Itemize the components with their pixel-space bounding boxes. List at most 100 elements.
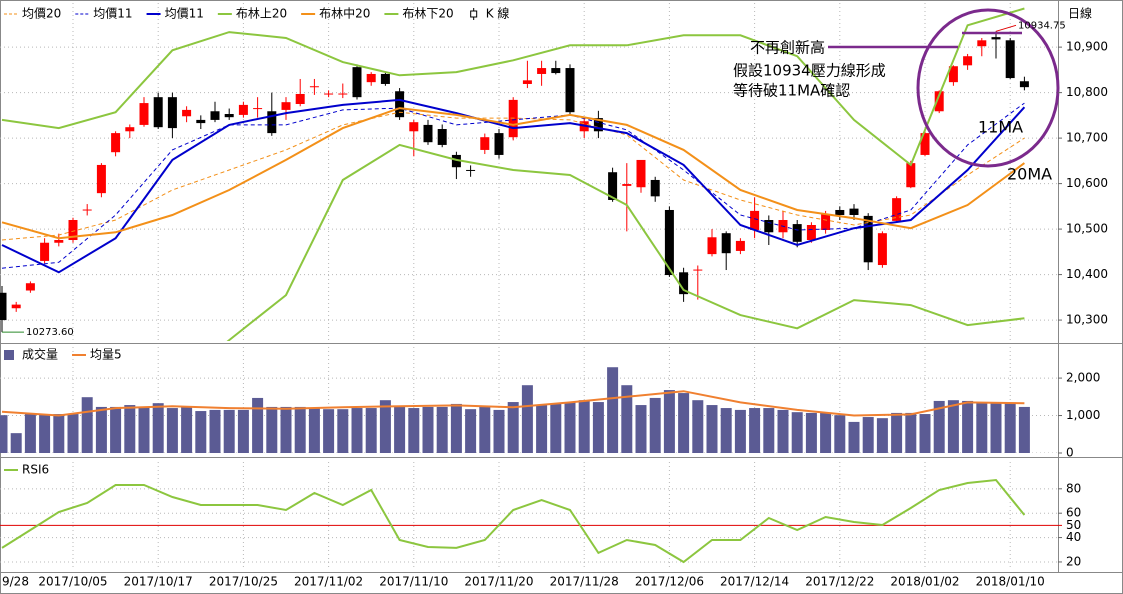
volume-bar <box>962 400 974 453</box>
reference-label: 50 <box>1066 518 1081 532</box>
volume-bar <box>479 406 491 453</box>
volume-bar <box>351 408 363 453</box>
volume-bar <box>450 403 462 453</box>
x-tick-label: 2018/01/10 <box>976 575 1045 589</box>
volume-bar <box>81 397 93 453</box>
volume-bar <box>635 405 647 453</box>
volume-bar <box>152 403 164 453</box>
candle-body <box>395 91 405 118</box>
volume-bar <box>592 402 604 453</box>
candle-body <box>963 56 973 66</box>
volume-bar <box>947 400 959 453</box>
volume-bar <box>749 408 761 453</box>
candle-body <box>139 103 149 125</box>
legend-label: 成交量 <box>22 347 58 362</box>
volume-bar <box>536 405 548 453</box>
candle-body <box>522 80 532 84</box>
candle-body <box>551 68 561 74</box>
volume-bar <box>0 415 8 453</box>
candle-body <box>409 122 419 132</box>
volume-bar <box>138 406 150 453</box>
volume-bar <box>408 408 420 453</box>
volume-bar <box>692 400 704 453</box>
candle-body <box>423 124 433 143</box>
x-tick-label: 9/28 <box>2 575 29 589</box>
volume-bar <box>564 402 576 453</box>
volume-bar <box>67 414 79 453</box>
volume-bar <box>678 393 690 453</box>
volume-bar <box>862 417 874 453</box>
candle-body <box>565 68 575 113</box>
annotation: 等待破11MA確認 <box>733 82 850 100</box>
legend-label: 均價20 <box>22 7 61 21</box>
volume-bar <box>365 408 377 453</box>
volume-bar <box>394 406 406 453</box>
legend-label: 均價11 <box>93 7 132 21</box>
volume-bar <box>791 412 803 453</box>
candle-body <box>238 104 248 115</box>
volume-bar <box>252 397 264 453</box>
volume-bar <box>706 405 718 453</box>
annotation: 11MA <box>978 118 1023 137</box>
series-line <box>1 390 1025 417</box>
volume-bar <box>777 409 789 453</box>
low-label: 10273.60 <box>26 327 74 338</box>
candle-body <box>210 111 220 120</box>
candle-body <box>494 133 504 155</box>
volume-bar <box>550 403 562 453</box>
candle-body <box>281 102 291 110</box>
y-tick-label: 2,000 <box>1066 371 1100 385</box>
candle-body <box>608 172 618 200</box>
candle-body <box>153 97 163 128</box>
volume-bar <box>507 402 519 453</box>
volume-bar <box>976 403 988 453</box>
volume-bar <box>465 409 477 453</box>
volume-bar <box>805 412 817 453</box>
legend-label: 布林中20 <box>319 6 370 21</box>
x-tick-label: 2017/12/14 <box>720 575 789 589</box>
price-plot <box>0 3 1058 341</box>
period-label: 日線 <box>1068 6 1092 21</box>
volume-bar <box>621 385 633 453</box>
candle-body <box>693 269 703 271</box>
candle-body <box>735 240 745 251</box>
high-label: 10934.75 <box>1018 20 1066 31</box>
y-tick-label: 0 <box>1066 446 1074 460</box>
legend-label: K 線 <box>486 6 510 21</box>
candle-body <box>380 73 390 84</box>
candle-body <box>1019 81 1029 88</box>
candle-body <box>934 91 944 112</box>
legend-swatch <box>470 10 478 18</box>
volume-bar <box>110 406 122 453</box>
volume-bar <box>933 400 945 453</box>
candle-body <box>96 164 106 194</box>
volume-bar <box>24 414 36 453</box>
candle-body <box>707 237 717 255</box>
candle-body <box>622 184 632 186</box>
x-tick-label: 2017/11/02 <box>294 575 363 589</box>
volume-bar <box>1018 406 1030 453</box>
volume-bar <box>876 418 888 453</box>
legend-label: 布林上20 <box>236 7 287 21</box>
y-tick-label: 60 <box>1066 506 1081 520</box>
y-tick-label: 10,600 <box>1066 176 1108 190</box>
candle-body <box>764 219 774 233</box>
volume-bar <box>308 408 320 453</box>
series-line <box>1 111 1025 241</box>
volume-bar <box>10 433 22 453</box>
candle-body <box>593 118 603 132</box>
volume-bar <box>181 406 193 453</box>
volume-bar <box>990 403 1002 453</box>
volume-bar <box>294 406 306 453</box>
candle-body <box>863 215 873 263</box>
candle-body <box>11 304 21 309</box>
candle-body <box>224 113 234 118</box>
candle-body <box>636 159 646 188</box>
candle-body <box>806 224 816 241</box>
x-tick-label: 2017/10/05 <box>38 575 107 589</box>
volume-bar <box>734 409 746 453</box>
legend-swatch <box>4 350 14 360</box>
annotation: 20MA <box>1007 165 1052 184</box>
